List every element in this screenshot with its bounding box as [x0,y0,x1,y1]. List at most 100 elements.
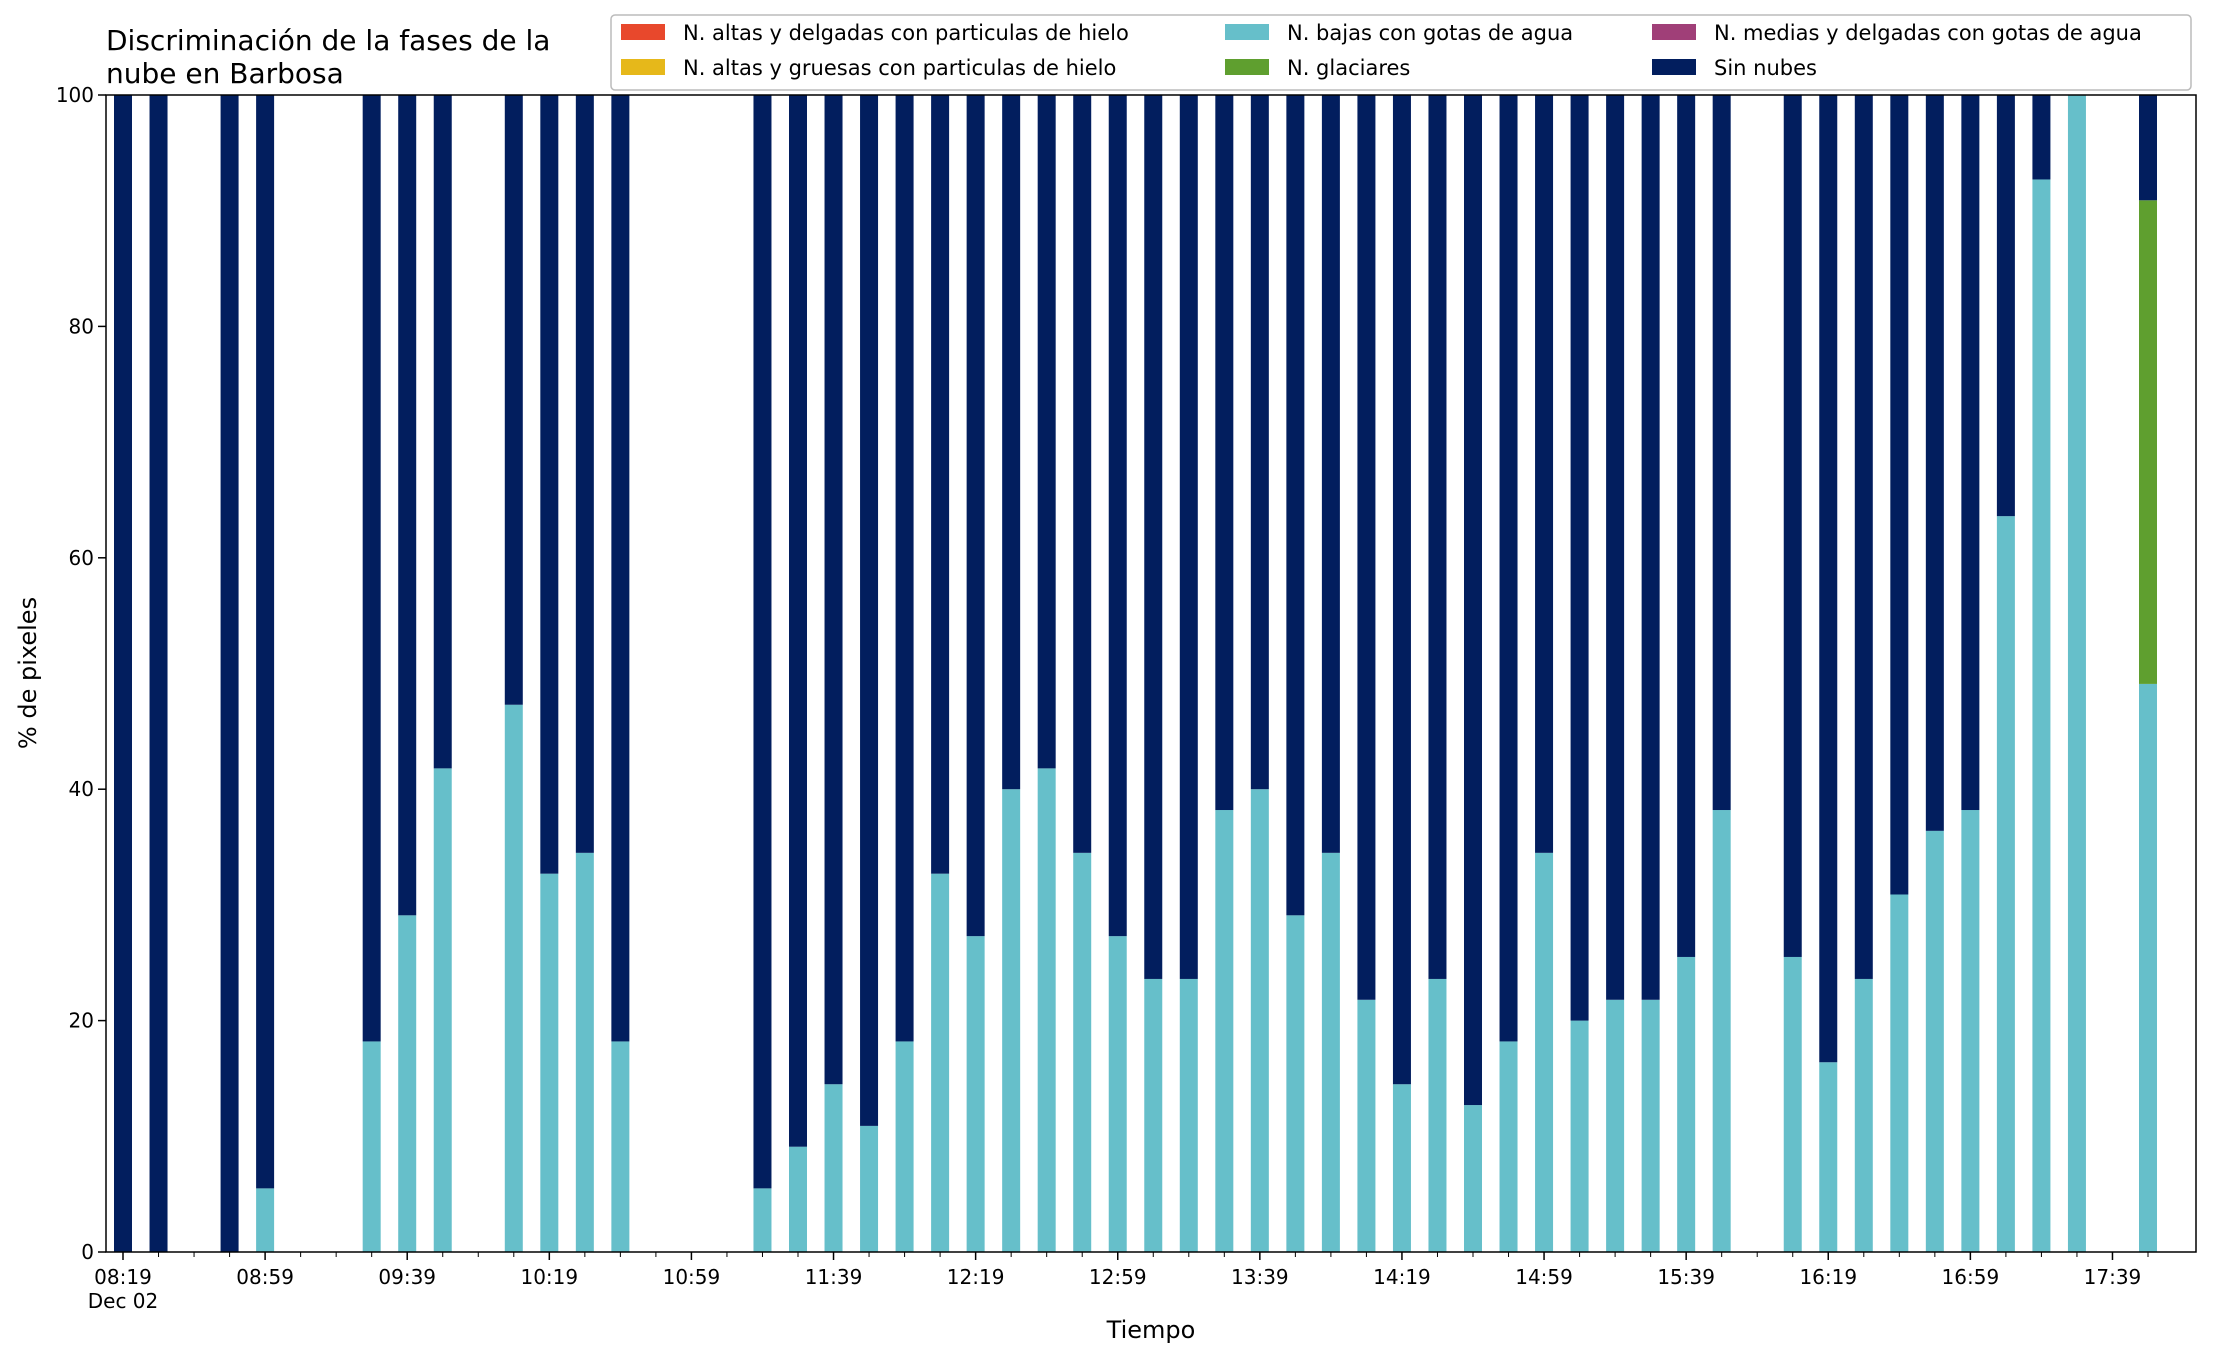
bar-bajas-agua-1609 [1783,956,1802,1252]
x-tick-label: 09:39 [378,1265,436,1289]
bar-sin-nubes-1319 [1179,95,1198,979]
legend-swatch-medias-agua [1652,24,1696,40]
bar-stack-1139 [824,95,843,1252]
bar-sin-nubes-0949 [433,95,452,769]
bar-bajas-agua-1509 [1570,1020,1589,1252]
legend-label-bajas-agua: N. bajas con gotas de agua [1287,21,1573,45]
bar-bajas-agua-1549 [1712,810,1731,1252]
x-tick-label: 16:19 [1799,1265,1857,1289]
chart-title-line-1: Discriminación de la fases de la [106,24,550,57]
bar-stack-1349 [1286,95,1305,1252]
x-tick-date-label: Dec 02 [88,1289,159,1313]
bar-sin-nubes-1409 [1357,95,1376,1000]
bar-bajas-agua-1629 [1854,978,1873,1252]
bar-stack-1159 [895,95,914,1252]
bar-bajas-agua-1349 [1286,915,1305,1252]
legend-frame [610,14,2192,91]
bar-stack-1629 [1854,95,1873,1252]
x-tick-label: 14:19 [1373,1265,1431,1289]
legend-swatch-glaciares [1225,59,1269,75]
bar-sin-nubes-1429 [1428,95,1447,979]
legend-label-sin-nubes: Sin nubes [1714,56,1817,80]
bar-bajas-agua-1019 [540,873,559,1252]
bar-bajas-agua-0949 [433,768,452,1252]
x-tick-label: 11:39 [805,1265,863,1289]
bar-sin-nubes-1449 [1499,95,1518,1042]
y-tick-label: 100 [56,83,94,107]
bar-sin-nubes-1639 [1890,95,1909,895]
chart-title-line-2: nube en Barbosa [106,57,344,90]
x-tick-label: 12:59 [1089,1265,1147,1289]
bar-sin-nubes-1509 [1570,95,1589,1021]
bar-sin-nubes-1039 [611,95,630,1042]
bar-bajas-agua-1729 [2067,95,2086,1252]
bar-stack-1339 [1250,95,1269,1252]
legend-swatch-altas-delgadas [621,24,665,40]
bar-stack-1359 [1321,95,1340,1252]
bar-stack-1009 [504,95,523,1252]
bar-stack-1329 [1215,95,1234,1252]
bar-sin-nubes-1229 [1002,95,1021,790]
bar-stack-1719 [2032,95,2051,1253]
bar-stack-1449 [1499,95,1518,1252]
bar-sin-nubes-0849 [220,95,239,1252]
bar-sin-nubes-1529 [1641,95,1660,1000]
bar-stack-1129 [789,95,807,1252]
y-tick-label: 20 [69,1009,94,1033]
bar-sin-nubes-1029 [575,95,594,853]
legend-label-glaciares: N. glaciares [1287,56,1410,80]
bar-stack-1539 [1677,95,1696,1252]
bar-bajas-agua-0939 [398,915,417,1252]
bar-sin-nubes-0829 [149,95,168,1252]
legend-swatch-bajas-agua [1225,24,1269,40]
bar-bajas-agua-1329 [1215,810,1234,1252]
legend-label-altas-delgadas: N. altas y delgadas con particulas de hi… [683,21,1129,45]
bar-bajas-agua-1029 [575,852,594,1252]
bar-stack-1709 [1996,95,2015,1252]
bar-bajas-agua-1339 [1250,789,1269,1252]
y-axis-title: % de pixeles [14,597,42,749]
bar-bajas-agua-0929 [362,1041,381,1252]
bar-stack-1409 [1357,95,1376,1252]
bar-stack-1729 [2067,95,2086,1252]
bar-sin-nubes-1519 [1606,95,1625,1000]
bar-stack-0829 [149,95,168,1252]
bar-bajas-agua-1219 [966,936,985,1252]
bar-bajas-agua-1519 [1606,999,1625,1252]
bar-stack-1509 [1570,95,1589,1252]
bar-sin-nubes-1539 [1677,95,1696,957]
bar-stack-1309 [1144,95,1163,1252]
bar-bajas-agua-1619 [1819,1062,1838,1252]
bar-sin-nubes-0859 [256,95,275,1189]
x-tick-label: 13:39 [1231,1265,1289,1289]
bar-bajas-agua-1309 [1144,978,1163,1252]
bars-layer [114,95,2157,1253]
x-axis-title: Tiempo [1106,1316,1196,1344]
bar-bajas-agua-1249 [1073,852,1092,1252]
bar-bajas-agua-1659 [1961,810,1980,1252]
x-tick-label: 16:59 [1942,1265,2000,1289]
bar-bajas-agua-1259 [1108,936,1127,1252]
bar-bajas-agua-1449 [1499,1041,1518,1252]
bar-bajas-agua-1429 [1428,978,1447,1252]
bar-bajas-agua-1039 [611,1041,630,1252]
bar-sin-nubes-1359 [1321,95,1340,853]
bar-stack-1619 [1819,95,1838,1252]
bar-bajas-agua-1409 [1357,999,1376,1252]
bar-stack-1029 [575,95,594,1252]
legend-label-altas-gruesas: N. altas y gruesas con particulas de hie… [683,56,1116,80]
bar-bajas-agua-1319 [1179,978,1198,1252]
bar-stack-0939 [398,95,417,1252]
bar-bajas-agua-1539 [1677,956,1696,1252]
y-tick-label: 60 [69,546,94,570]
bar-stack-1609 [1783,95,1802,1252]
legend-swatch-sin-nubes [1652,59,1696,75]
bar-sin-nubes-1439 [1464,95,1482,1106]
bar-sin-nubes-1149 [860,95,879,1126]
bar-sin-nubes-1549 [1712,95,1731,811]
bar-sin-nubes-1309 [1144,95,1163,979]
y-axis: 0 20 40 60 80 100 [56,83,106,1264]
bar-bajas-agua-1639 [1890,894,1909,1252]
